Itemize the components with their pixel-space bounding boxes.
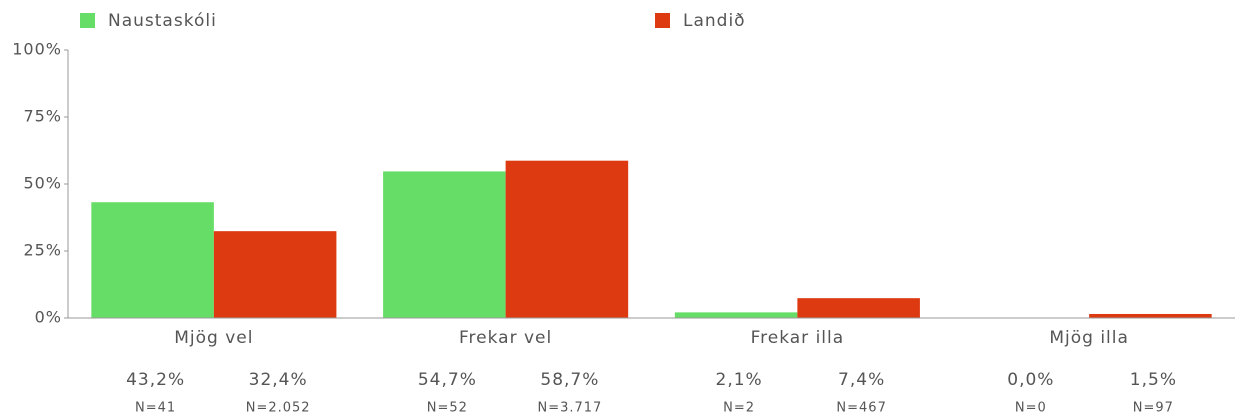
legend-label: Landið [683, 11, 746, 31]
value-label: 7,4% [838, 370, 885, 390]
n-label: N=0 [1015, 401, 1047, 416]
value-label: 1,5% [1130, 370, 1177, 390]
n-label: N=41 [135, 401, 176, 416]
bar [505, 160, 629, 318]
value-label: 58,7% [540, 370, 599, 390]
x-tick-label: Mjög vel [174, 328, 253, 348]
n-label: N=2 [723, 401, 755, 416]
bar [674, 312, 798, 318]
y-tick-label: 75% [23, 107, 62, 126]
n-label: N=467 [836, 401, 886, 416]
bar [1089, 313, 1212, 318]
value-label: 54,7% [418, 370, 477, 390]
n-label: N=2.052 [246, 401, 311, 416]
bar [383, 171, 506, 318]
x-tick-label: Mjög illa [1049, 328, 1129, 348]
value-label: 0,0% [1007, 370, 1054, 390]
n-label: N=52 [427, 401, 468, 416]
legend-swatch [80, 13, 95, 28]
value-label: 2,1% [716, 370, 763, 390]
n-label: N=3.717 [537, 401, 602, 416]
legend-label: Naustaskóli [108, 11, 217, 31]
value-label: 32,4% [249, 370, 308, 390]
y-tick-label: 0% [35, 308, 62, 327]
bar [797, 298, 920, 318]
y-tick-label: 50% [23, 174, 62, 193]
x-tick-label: Frekar vel [459, 328, 552, 348]
bar [213, 231, 337, 318]
x-tick-label: Frekar illa [751, 328, 845, 348]
bar [91, 202, 214, 318]
y-tick-label: 100% [12, 40, 62, 59]
y-tick-label: 25% [23, 241, 62, 260]
n-label: N=97 [1133, 401, 1174, 416]
legend-swatch [655, 13, 670, 28]
value-label: 43,2% [126, 370, 185, 390]
